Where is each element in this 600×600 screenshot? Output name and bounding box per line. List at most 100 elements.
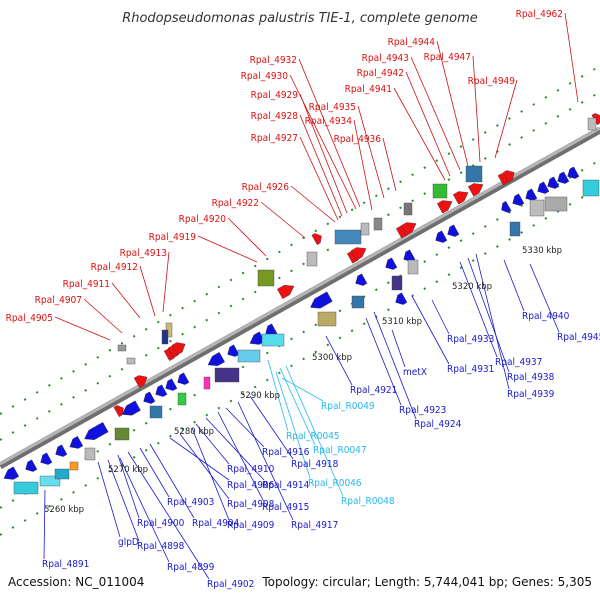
bottom-gene-connector xyxy=(139,447,170,498)
bottom-gene-label: Rpal_R0049 xyxy=(321,401,375,412)
reverse-gene-arrow xyxy=(557,171,570,184)
scale-label: 5270 kbp xyxy=(108,465,148,475)
gene-block xyxy=(84,447,96,461)
gene-block xyxy=(126,357,136,365)
bottom-gene-connector xyxy=(191,427,230,521)
bottom-gene-label: Rpal_4916 xyxy=(262,447,310,458)
top-gene-label: Rpal_4942 xyxy=(357,68,404,79)
top-gene-label: Rpal_4919 xyxy=(149,232,197,243)
reverse-gene-arrow xyxy=(143,391,156,404)
top-gene-connector xyxy=(410,56,461,171)
forward-gene-arrow xyxy=(350,247,367,261)
gene-block xyxy=(391,275,403,291)
bottom-gene-connector xyxy=(217,411,265,503)
bottom-gene-label: Rpal_R0047 xyxy=(313,445,367,456)
gene-block xyxy=(177,392,187,406)
backbone-shadow xyxy=(0,126,600,470)
top-gene-label: Rpal_4911 xyxy=(63,279,110,290)
top-gene-connector xyxy=(111,282,141,319)
scale-label: 5330 kbp xyxy=(522,246,562,256)
top-gene-connector xyxy=(564,12,579,103)
top-gene-label: Rpal_4922 xyxy=(212,198,259,209)
top-gene-label: Rpal_4949 xyxy=(468,76,516,87)
gene-block xyxy=(237,349,261,363)
bottom-gene-label: Rpal_4908 xyxy=(227,499,275,510)
gene-block xyxy=(465,165,483,183)
gene-block xyxy=(54,468,70,480)
map-title: Rhodopseudomonas palustris TIE-1, comple… xyxy=(122,11,478,26)
forward-gene-arrow xyxy=(311,233,322,246)
bottom-gene-label: Rpal_4899 xyxy=(167,562,215,573)
top-gene-connector xyxy=(299,93,348,214)
top-gene-label: Rpal_4944 xyxy=(388,37,436,48)
bottom-gene-label: Rpal_4902 xyxy=(207,579,254,590)
label-connectors xyxy=(43,12,579,580)
bottom-gene-connector xyxy=(205,417,265,481)
top-gene-connector xyxy=(382,137,397,192)
top-gene-connector xyxy=(472,55,481,163)
top-gene-connector xyxy=(290,185,336,223)
bottom-gene-connector xyxy=(281,377,324,402)
bottom-gene-label: Rpal_4940 xyxy=(522,311,570,322)
bottom-gene-label: Rpal_4900 xyxy=(137,518,185,529)
bottom-gene-connector xyxy=(249,395,294,460)
reverse-gene-arrow xyxy=(403,249,416,262)
gene-block xyxy=(360,222,370,236)
bottom-gene-connector xyxy=(529,263,560,333)
bottom-gene-connector xyxy=(237,401,294,521)
reverse-gene-arrow xyxy=(355,273,368,286)
top-gene-connector xyxy=(436,40,469,167)
bottom-gene-label: Rpal_4910 xyxy=(227,464,275,475)
top-gene-label: Rpal_4935 xyxy=(309,102,356,113)
bottom-gene-connector xyxy=(169,437,230,481)
accession-text: Accession: NC_011004 xyxy=(8,575,144,589)
bottom-gene-label: Rpal_4938 xyxy=(507,372,555,383)
top-gene-connector xyxy=(162,251,170,313)
top-gene-connector xyxy=(357,105,385,199)
gene-block xyxy=(373,217,383,231)
reverse-gene-arrow xyxy=(525,188,538,201)
bottom-gene-connector xyxy=(391,329,406,368)
bottom-gene-connector xyxy=(97,461,121,538)
bottom-gene-connector xyxy=(411,295,450,365)
reverse-gene-arrow xyxy=(501,200,512,213)
bottom-gene-label: glpD xyxy=(118,537,139,548)
bottom-gene-connector xyxy=(373,311,417,420)
bottom-gene-connector xyxy=(107,459,140,542)
bottom-gene-label: Rpal_4921 xyxy=(350,385,397,396)
gene-block xyxy=(529,199,545,217)
top-gene-connector xyxy=(197,235,258,263)
bottom-gene-connector xyxy=(127,451,210,580)
bottom-gene-label: Rpal_4945 xyxy=(557,332,600,343)
bottom-gene-label: Rpal_R0045 xyxy=(286,431,340,442)
bottom-gene-label: Rpal_4931 xyxy=(447,364,494,375)
top-gene-connector xyxy=(83,298,123,334)
reverse-gene-arrow xyxy=(3,466,20,480)
gene-block xyxy=(149,405,163,419)
gene-block xyxy=(587,117,597,131)
top-gene-connector xyxy=(260,201,306,239)
scale-label: 5280 kbp xyxy=(174,427,214,437)
bottom-gene-connector xyxy=(503,259,525,312)
scale-label: 5290 kbp xyxy=(240,391,280,401)
backbone-highlight xyxy=(0,126,600,466)
forward-gene-arrow xyxy=(502,170,515,183)
reverse-gene-arrow xyxy=(207,352,225,367)
bottom-gene-connector xyxy=(267,359,289,432)
bottom-gene-label: Rpal_4939 xyxy=(507,389,555,400)
reverse-gene-arrow xyxy=(567,166,580,179)
reverse-gene-arrow xyxy=(310,291,333,309)
reverse-gene-arrow xyxy=(537,181,550,194)
bottom-gene-connector xyxy=(117,454,140,519)
reverse-gene-arrow xyxy=(55,444,68,457)
bottom-gene-label: Rpal_4915 xyxy=(262,502,309,513)
scale-label: 5320 kbp xyxy=(452,282,492,292)
top-gene-label: Rpal_4936 xyxy=(334,134,382,145)
bottom-gene-connector xyxy=(275,371,311,479)
bottom-gene-label: Rpal_R0046 xyxy=(308,478,362,489)
gene-block xyxy=(407,259,419,275)
bottom-gene-connector xyxy=(365,317,402,406)
top-gene-label: Rpal_4962 xyxy=(516,9,563,20)
top-gene-label: Rpal_4927 xyxy=(251,133,298,144)
forward-gene-arrow xyxy=(113,405,124,418)
